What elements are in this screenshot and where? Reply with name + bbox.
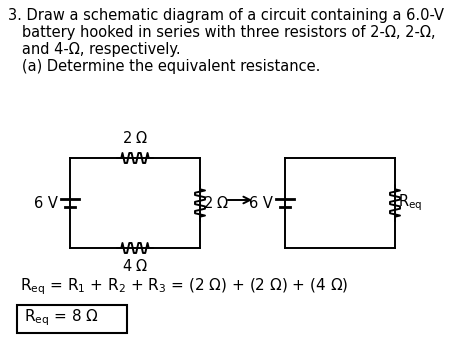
Text: 2 $\Omega$: 2 $\Omega$ bbox=[122, 130, 148, 146]
Text: R$_{\mathregular{eq}}$: R$_{\mathregular{eq}}$ bbox=[398, 193, 422, 213]
FancyBboxPatch shape bbox=[17, 305, 127, 333]
Text: battery hooked in series with three resistors of 2-Ω, 2-Ω,: battery hooked in series with three resi… bbox=[8, 25, 436, 40]
Text: 2 $\Omega$: 2 $\Omega$ bbox=[203, 195, 229, 211]
Text: 4 $\Omega$: 4 $\Omega$ bbox=[122, 258, 148, 274]
Text: 3. Draw a schematic diagram of a circuit containing a 6.0-V: 3. Draw a schematic diagram of a circuit… bbox=[8, 8, 444, 23]
Text: and 4-Ω, respectively.: and 4-Ω, respectively. bbox=[8, 42, 181, 57]
Text: R$_{\mathregular{eq}}$ = 8 $\Omega$: R$_{\mathregular{eq}}$ = 8 $\Omega$ bbox=[24, 308, 99, 328]
Text: 6 V: 6 V bbox=[34, 196, 58, 211]
Text: (a) Determine the equivalent resistance.: (a) Determine the equivalent resistance. bbox=[8, 59, 320, 74]
Text: 6 V: 6 V bbox=[249, 196, 273, 211]
Text: R$_{\mathregular{eq}}$ = R$_{\mathregular{1}}$ + R$_{\mathregular{2}}$ + R$_{\ma: R$_{\mathregular{eq}}$ = R$_{\mathregula… bbox=[20, 277, 348, 297]
